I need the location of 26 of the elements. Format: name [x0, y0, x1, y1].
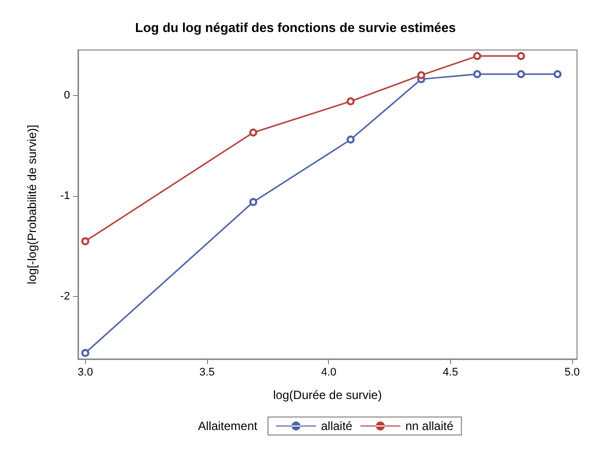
point	[473, 70, 482, 78]
legend-label: allaité	[321, 419, 353, 433]
point	[81, 348, 90, 357]
point	[346, 136, 355, 144]
legend-label: nn allaité	[405, 419, 454, 433]
x-tick-label: 5.0	[564, 366, 580, 378]
point	[249, 198, 258, 206]
chart-title: Log du log négatif des fonctions de survie estimées	[135, 20, 456, 35]
x-tick-label: 3.5	[199, 366, 215, 378]
x-tick-label: 4.0	[321, 366, 336, 378]
y-tick-label: -2	[60, 290, 70, 303]
legend-title: Allaitement	[198, 419, 258, 433]
x-tick-label: 4.5	[442, 366, 458, 378]
point	[473, 52, 482, 60]
x-axis-title: log(Durée de survie)	[273, 388, 382, 402]
point	[81, 237, 90, 246]
y-tick-label: -1	[60, 190, 70, 202]
y-tick-label: 0	[64, 89, 70, 102]
point	[346, 97, 355, 106]
y-axis-title: log[-log(Probabilité de survie)]	[25, 124, 39, 284]
point	[554, 70, 562, 78]
point	[517, 52, 526, 60]
point	[417, 71, 426, 80]
point	[517, 70, 526, 78]
x-tick-label: 3.0	[78, 366, 93, 378]
point	[249, 128, 258, 137]
